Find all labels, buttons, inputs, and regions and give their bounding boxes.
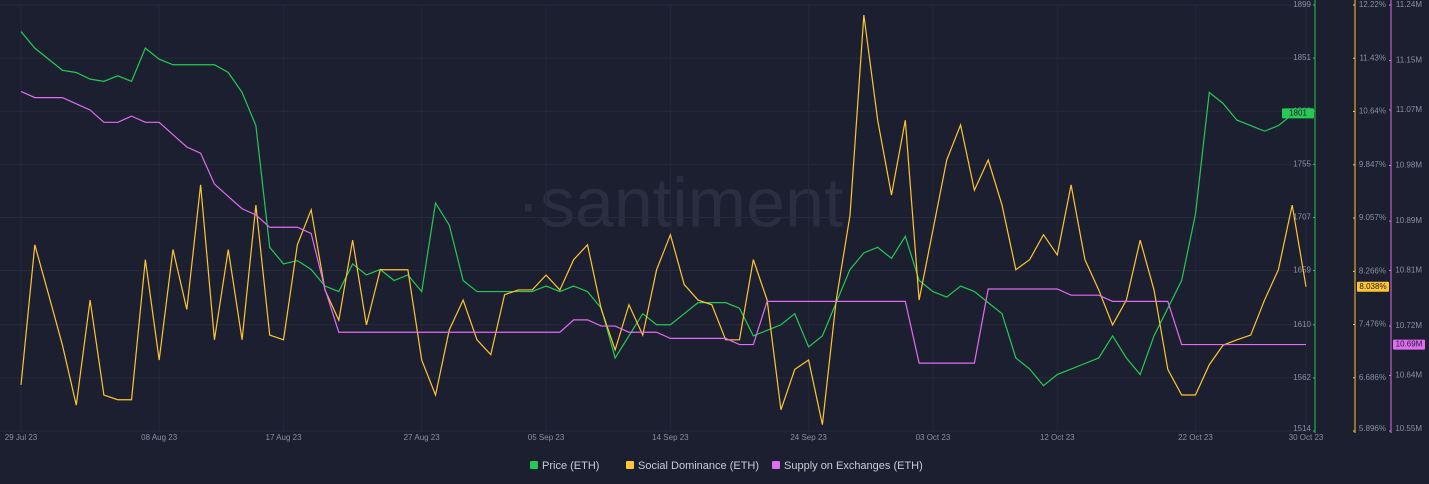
- x-tick-label: 12 Oct 23: [1040, 433, 1075, 442]
- series-line: [20, 90, 1306, 364]
- y-tick-label: 9.057%: [1359, 213, 1386, 222]
- x-tick-label: 22 Oct 23: [1178, 433, 1213, 442]
- legend: Price (ETH) Social Dominance (ETH) Supply …: [530, 460, 923, 472]
- x-tick-label: 29 Jul 23: [5, 433, 38, 442]
- y-tick-label: 10.64%: [1359, 107, 1386, 116]
- x-tick-label: 27 Aug 23: [404, 433, 441, 442]
- end-label-box: [1282, 108, 1314, 119]
- end-label-box: [1357, 281, 1389, 292]
- y-tick-label: 1659: [1293, 266, 1311, 275]
- end-label: 8.038%: [1359, 282, 1386, 291]
- y-tick-label: 10.72M: [1395, 321, 1422, 330]
- x-tick-label: 17 Aug 23: [266, 433, 303, 442]
- x-tick-label: 24 Sep 23: [790, 433, 827, 442]
- y-tick-label: 10.81M: [1395, 266, 1422, 275]
- legend-label: Price (ETH): [542, 460, 599, 472]
- x-tick-label: 08 Aug 23: [141, 433, 178, 442]
- y-tick-label: 1610: [1293, 320, 1311, 329]
- y-tick-label: 12.22%: [1359, 0, 1386, 9]
- legend-swatch: [626, 461, 634, 469]
- x-tick-label: 30 Oct 23: [1289, 433, 1324, 442]
- end-label-box: [1393, 339, 1425, 350]
- y-tick-label: 1851: [1293, 53, 1311, 62]
- y-tick-label: 11.24M: [1396, 0, 1422, 9]
- series-line: [20, 15, 1307, 425]
- y-tick-label: 10.55M: [1395, 424, 1422, 433]
- y-tick-label: 1562: [1293, 373, 1311, 382]
- legend-swatch: [530, 461, 538, 469]
- end-label: 10.69M: [1396, 340, 1423, 349]
- y-tick-label: 5.896%: [1359, 424, 1386, 433]
- y-tick-label: 9.847%: [1359, 160, 1386, 169]
- legend-swatch: [772, 461, 780, 469]
- y-tick-label: 10.64M: [1395, 371, 1422, 380]
- legend-label: Social Dominance (ETH): [638, 460, 759, 472]
- y-tick-label: 1514: [1293, 424, 1311, 433]
- x-tick-label: 03 Oct 23: [916, 433, 951, 442]
- y-tick-label: 1707: [1293, 213, 1311, 222]
- y-tick-label: 11.07M: [1396, 105, 1422, 114]
- x-tick-label: 05 Sep 23: [528, 433, 565, 442]
- y-tick-label: 7.476%: [1359, 320, 1386, 329]
- series-line: [20, 31, 1307, 387]
- y-tick-label: 11.15M: [1396, 56, 1422, 65]
- y-tick-label: 1755: [1293, 159, 1311, 168]
- end-label: 1801: [1289, 109, 1307, 118]
- y-tick-label: 11.43%: [1359, 53, 1386, 62]
- y-tick-label: 10.89M: [1395, 216, 1422, 225]
- y-tick-label: 1899: [1293, 0, 1311, 9]
- y-tick-label: 6.686%: [1359, 373, 1386, 382]
- y-tick-label: 8.266%: [1359, 266, 1386, 275]
- legend-label: Supply on Exchanges (ETH): [784, 460, 923, 472]
- watermark: ·santiment: [517, 163, 844, 241]
- y-tick-label: 10.98M: [1395, 161, 1422, 170]
- x-tick-label: 14 Sep 23: [652, 433, 689, 442]
